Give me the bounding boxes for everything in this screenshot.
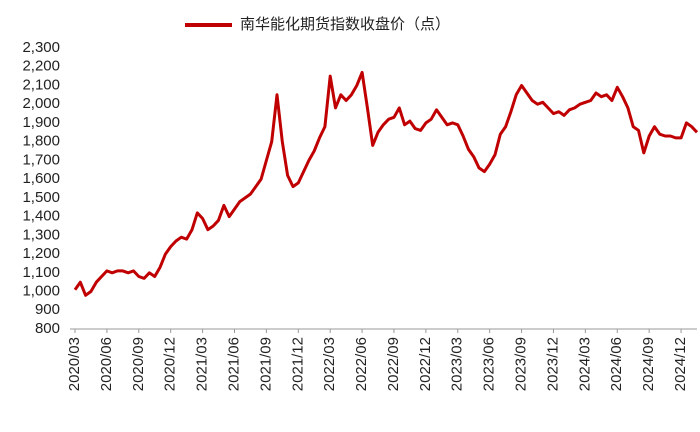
y-tick-label: 1,000	[22, 283, 60, 300]
y-tick-label: 1,300	[22, 226, 60, 243]
y-tick-label: 1,900	[22, 114, 60, 131]
line-series	[73, 70, 699, 297]
x-tick-label: 2024/12	[672, 337, 689, 391]
y-tick-label: 2,200	[22, 58, 60, 75]
x-tick-label: 2023/06	[481, 337, 498, 391]
x-tick-label: 2021/12	[289, 337, 306, 391]
x-tick-label: 2020/09	[130, 337, 147, 391]
legend-label: 南华能化期货指数收盘价（点）	[240, 15, 450, 33]
x-tick-label: 2023/09	[513, 337, 530, 391]
x-tick-label: 2021/03	[194, 337, 211, 391]
x-tick-label: 2024/06	[608, 337, 625, 391]
x-tick-label: 2022/12	[417, 337, 434, 391]
x-tick-label: 2023/12	[544, 337, 561, 391]
y-tick-label: 2,100	[22, 76, 60, 93]
x-tick-label: 2021/06	[225, 337, 242, 391]
y-tick-label: 1,700	[22, 151, 60, 168]
x-tick-label: 2022/03	[321, 337, 338, 391]
y-tick-label: 2,300	[22, 39, 60, 56]
y-tick-label: 1,500	[22, 189, 60, 206]
y-tick-label: 900	[35, 301, 60, 318]
x-tick-label: 2023/03	[449, 337, 466, 391]
x-tick-label: 2022/06	[353, 337, 370, 391]
y-tick-label: 800	[35, 320, 60, 337]
x-tick-label: 2020/06	[98, 337, 115, 391]
x-tick-label: 2024/03	[576, 337, 593, 391]
y-tick-label: 2,000	[22, 95, 60, 112]
x-tick-label: 2020/03	[66, 337, 83, 391]
x-tick-label: 2022/09	[385, 337, 402, 391]
y-tick-label: 1,600	[22, 170, 60, 187]
y-tick-label: 1,100	[22, 264, 60, 281]
x-tick-label: 2020/12	[162, 337, 179, 391]
y-tick-label: 1,400	[22, 208, 60, 225]
x-tick-label: 2021/09	[257, 337, 274, 391]
y-tick-label: 1,800	[22, 133, 60, 150]
y-tick-label: 1,200	[22, 245, 60, 262]
x-tick-label: 2024/09	[640, 337, 657, 391]
